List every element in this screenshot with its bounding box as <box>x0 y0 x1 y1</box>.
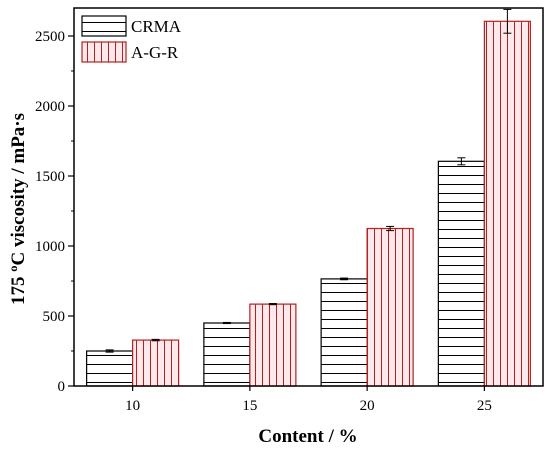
plot-frame <box>73 7 544 387</box>
axes: 0 500 1000 1500 2000 2500 10 15 20 25 <box>35 7 544 414</box>
x-tick-label: 25 <box>477 398 492 414</box>
legend-label-a-g-r: A-G-R <box>131 43 179 62</box>
y-tick-label: 1000 <box>35 239 65 255</box>
bar-a-g-r-10 <box>132 339 180 387</box>
bar-a-g-r-20 <box>366 227 414 387</box>
x-tick-label: 10 <box>125 398 140 414</box>
bar-crma-15 <box>203 322 251 387</box>
y-tick-label: 2000 <box>35 99 65 115</box>
bar-crma-20 <box>320 278 368 387</box>
legend-swatch-a-g-r <box>81 41 127 63</box>
y-tick-label: 2500 <box>35 29 65 45</box>
y-tick-label: 1500 <box>35 169 65 185</box>
x-tick-label: 20 <box>360 398 375 414</box>
legend-label-crma: CRMA <box>131 17 182 36</box>
y-tick-label: 0 <box>58 379 66 395</box>
legend: CRMA A-G-R <box>81 15 182 63</box>
x-tick-label: 15 <box>242 398 257 414</box>
y-tick-label: 500 <box>43 309 66 325</box>
x-axis-title: Content / % <box>258 426 357 447</box>
y-axis-title: 175 ºC viscosity / mPa·s <box>8 113 29 305</box>
bar-a-g-r-15 <box>249 303 297 387</box>
bar-crma-10 <box>86 350 134 387</box>
bar-a-g-r-25 <box>483 20 531 387</box>
plot-area <box>86 8 531 387</box>
bar-crma-25 <box>437 160 485 387</box>
legend-swatch-crma <box>81 15 127 37</box>
